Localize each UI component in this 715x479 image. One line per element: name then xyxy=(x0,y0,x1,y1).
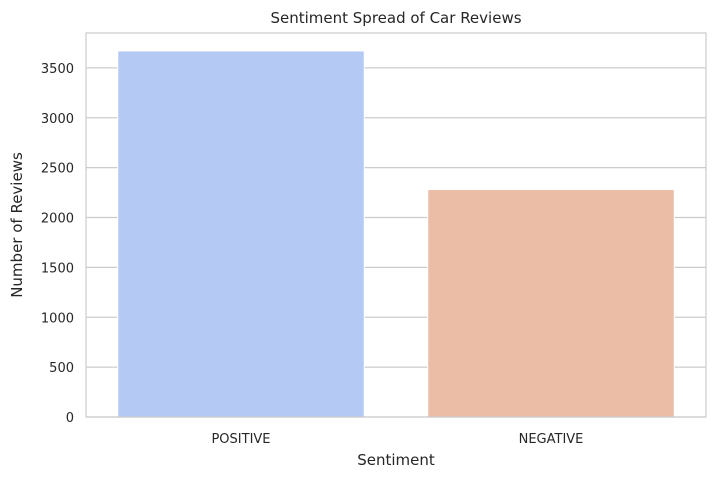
x-axis-label: Sentiment xyxy=(357,451,435,469)
bar-positive xyxy=(117,50,365,418)
y-axis-ticks: 0 500 1000 1500 2000 2500 3000 3500 xyxy=(41,62,74,426)
y-tick-label: 500 xyxy=(49,361,74,376)
y-axis-label: Number of Reviews xyxy=(8,152,26,298)
y-tick-label: 1000 xyxy=(41,311,74,326)
y-tick-label: 3000 xyxy=(41,112,74,127)
y-tick-label: 3500 xyxy=(41,62,74,77)
x-tick-label-negative: NEGATIVE xyxy=(519,432,584,447)
plot-frame xyxy=(85,32,707,418)
y-tick-label: 1500 xyxy=(41,261,74,276)
y-tick-label: 0 xyxy=(66,411,74,426)
bar-negative xyxy=(427,189,675,418)
y-tick-label: 2500 xyxy=(41,162,74,177)
x-axis-ticks: POSITIVE NEGATIVE xyxy=(211,432,583,447)
y-tick-label: 2000 xyxy=(41,212,74,227)
chart-title: Sentiment Spread of Car Reviews xyxy=(270,9,521,27)
bars xyxy=(117,50,675,418)
x-tick-label-positive: POSITIVE xyxy=(211,432,270,447)
